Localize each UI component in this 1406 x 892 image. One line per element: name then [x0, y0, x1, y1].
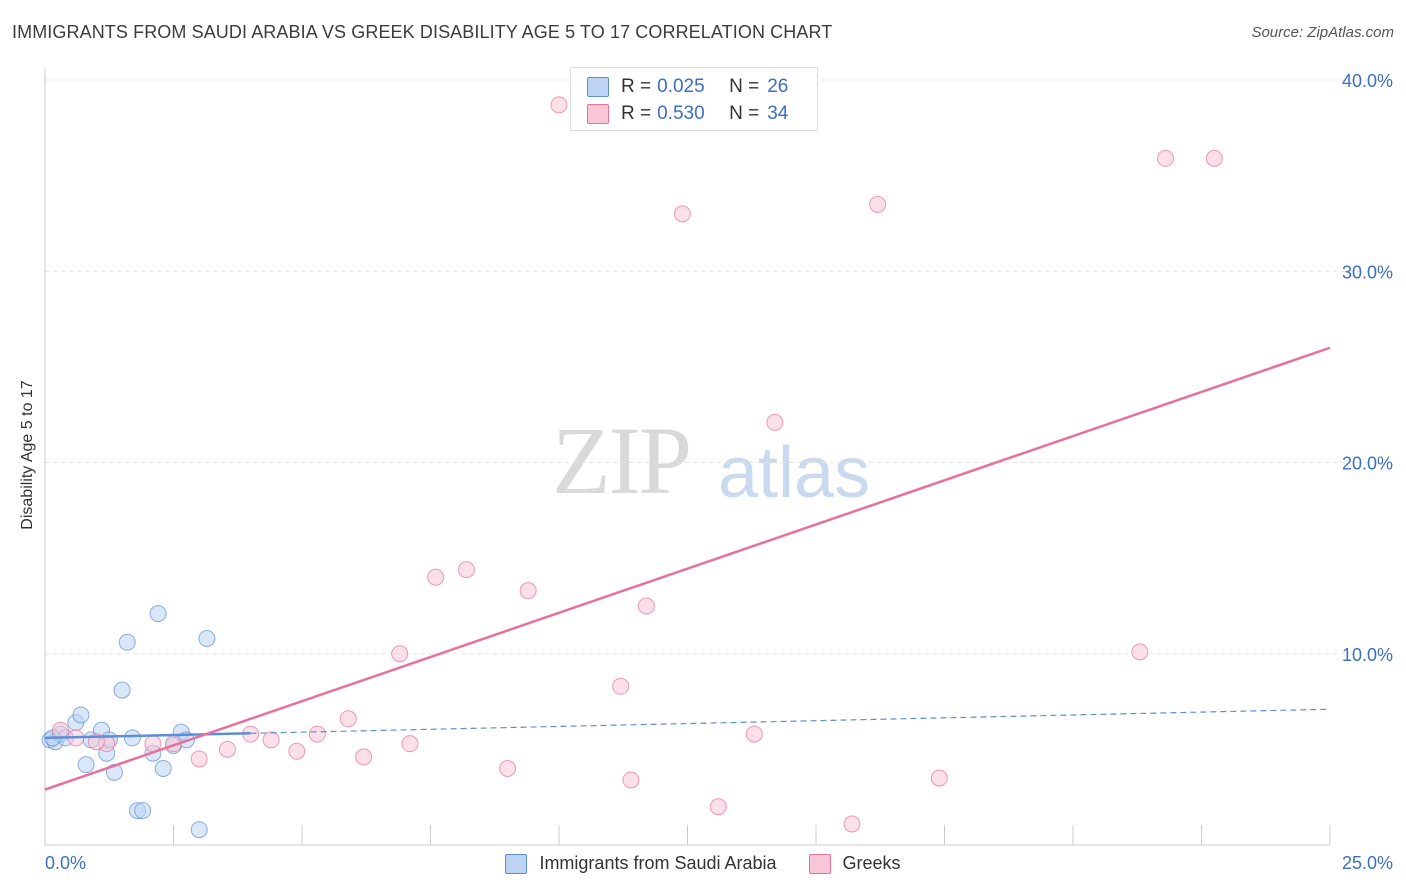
chart-title: IMMIGRANTS FROM SAUDI ARABIA VS GREEK DI…	[12, 22, 833, 42]
greeks-point	[401, 735, 419, 753]
watermark-zip: ZIP	[552, 407, 692, 514]
x-tick-label: 25.0%	[1342, 853, 1393, 873]
saudi-point	[154, 760, 172, 777]
legend-r-label: R =	[621, 76, 652, 97]
greeks-point	[262, 731, 280, 749]
correlation-legend: R = 0.025 N = 26 R = 0.530 N = 34	[570, 67, 818, 131]
saudi-point	[72, 706, 90, 724]
saudi-point	[149, 605, 167, 623]
legend-swatch-greeks	[587, 104, 609, 124]
legend-r-value: 0.530	[657, 103, 705, 124]
y-tick-label: 30.0%	[1342, 262, 1393, 282]
saudi-point	[134, 802, 152, 820]
greeks-point	[930, 769, 948, 787]
greeks-point	[355, 748, 373, 766]
watermark-atlas: atlas	[718, 433, 871, 513]
greeks-point	[1157, 149, 1175, 167]
series-legend: Immigrants from Saudi Arabia Greeks	[0, 853, 1406, 874]
saudi-point	[118, 633, 136, 651]
y-tick-label: 20.0%	[1342, 454, 1393, 474]
greeks-point	[499, 760, 517, 777]
greeks-point	[457, 561, 475, 579]
greeks-point	[622, 771, 640, 789]
legend-swatch-saudi	[587, 77, 609, 97]
greeks-point	[745, 725, 763, 743]
greeks-point	[519, 582, 537, 600]
greeks-point	[612, 677, 630, 695]
series-label-greeks: Greeks	[842, 853, 901, 873]
greeks-point	[218, 740, 236, 758]
series-swatch-saudi	[505, 853, 528, 874]
greeks-point	[869, 195, 887, 213]
series-label-saudi: Immigrants from Saudi Arabia	[539, 853, 777, 873]
greeks-point	[766, 413, 784, 431]
saudi-point	[190, 821, 208, 839]
chart-source: Source: ZipAtlas.com	[1251, 24, 1394, 41]
greeks-point	[673, 205, 691, 223]
legend-row-greeks: R = 0.530 N = 34	[587, 101, 788, 127]
saudi-point	[113, 681, 131, 699]
greeks-point	[550, 96, 568, 114]
y-tick-label: 10.0%	[1342, 645, 1393, 665]
saudi-point	[198, 629, 216, 647]
y-tick-label: 40.0%	[1342, 71, 1393, 91]
greeks-point	[339, 710, 357, 728]
greeks-point	[843, 815, 861, 833]
saudi-trend-line-extension	[250, 708, 1331, 734]
greeks-point	[1205, 149, 1223, 167]
legend-row-saudi: R = 0.025 N = 26	[587, 74, 788, 100]
series-legend-greeks: Greeks	[808, 853, 901, 874]
saudi-point	[123, 729, 141, 747]
saudi-trend-line	[44, 732, 251, 740]
greeks-point	[51, 721, 69, 739]
greeks-point	[190, 750, 208, 768]
greeks-point	[308, 725, 326, 743]
greeks-point	[709, 798, 727, 816]
greeks-point	[637, 597, 655, 615]
legend-r-value: 0.025	[657, 76, 705, 97]
legend-n-label: N =	[729, 103, 760, 124]
series-legend-saudi: Immigrants from Saudi Arabia	[505, 853, 777, 874]
greeks-point	[391, 645, 409, 663]
series-swatch-greeks	[808, 853, 831, 874]
greeks-point	[427, 568, 445, 586]
legend-r-label: R =	[621, 103, 652, 124]
legend-n-value: 34	[767, 103, 789, 124]
saudi-point	[77, 756, 95, 774]
x-tick-label: 0.0%	[45, 853, 86, 873]
legend-n-value: 26	[767, 76, 789, 97]
legend-n-label: N =	[729, 76, 760, 97]
greeks-point	[288, 742, 306, 760]
greeks-point	[1131, 643, 1149, 661]
greeks-trend-line	[44, 346, 1331, 791]
